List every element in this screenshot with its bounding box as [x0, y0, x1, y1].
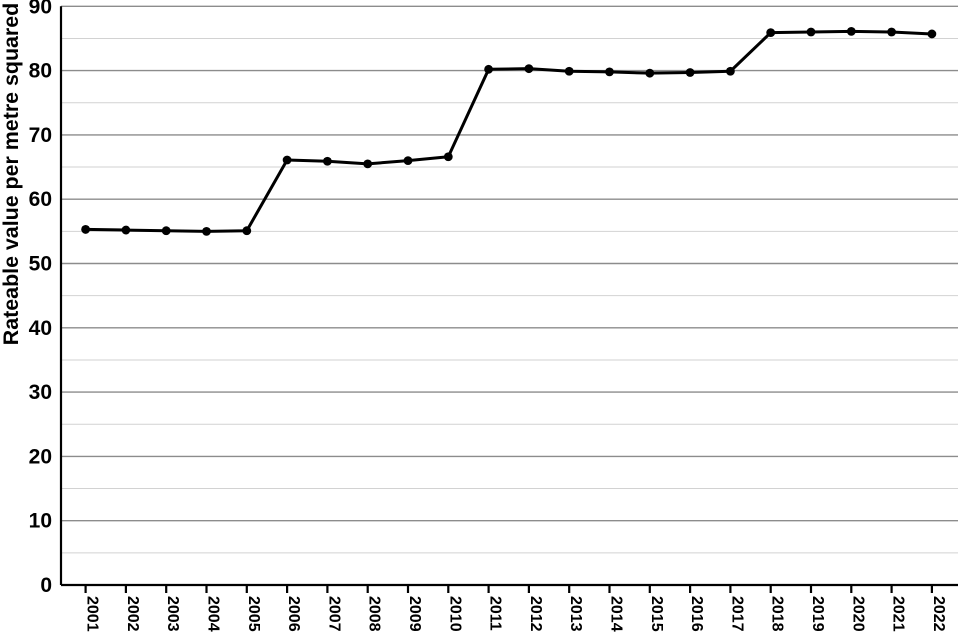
svg-text:2011: 2011 — [487, 596, 504, 631]
svg-text:2018: 2018 — [769, 596, 786, 632]
svg-text:2001: 2001 — [84, 596, 101, 632]
svg-text:2003: 2003 — [164, 596, 181, 632]
svg-text:2022: 2022 — [930, 596, 947, 632]
svg-text:2009: 2009 — [406, 596, 423, 632]
svg-text:2005: 2005 — [245, 596, 262, 632]
svg-text:2016: 2016 — [688, 596, 705, 632]
svg-text:2004: 2004 — [205, 596, 222, 632]
svg-text:2017: 2017 — [728, 596, 745, 632]
svg-text:0: 0 — [40, 574, 52, 597]
svg-text:60: 60 — [29, 188, 52, 211]
svg-text:2010: 2010 — [446, 596, 463, 632]
svg-text:2014: 2014 — [608, 596, 625, 632]
svg-text:2002: 2002 — [124, 596, 141, 632]
svg-text:40: 40 — [29, 317, 52, 340]
svg-text:10: 10 — [29, 510, 52, 533]
svg-text:2007: 2007 — [325, 596, 342, 632]
svg-text:2021: 2021 — [890, 596, 907, 632]
svg-text:2006: 2006 — [285, 596, 302, 632]
svg-text:2012: 2012 — [527, 596, 544, 632]
svg-text:80: 80 — [29, 60, 52, 83]
svg-text:2020: 2020 — [849, 596, 866, 632]
svg-text:2008: 2008 — [366, 596, 383, 632]
svg-text:70: 70 — [29, 124, 52, 147]
svg-text:90: 90 — [29, 0, 52, 18]
svg-text:20: 20 — [29, 445, 52, 468]
svg-text:30: 30 — [29, 381, 52, 404]
svg-text:2013: 2013 — [567, 596, 584, 632]
svg-text:50: 50 — [29, 253, 52, 276]
svg-text:2015: 2015 — [648, 596, 665, 632]
svg-text:2019: 2019 — [809, 596, 826, 632]
